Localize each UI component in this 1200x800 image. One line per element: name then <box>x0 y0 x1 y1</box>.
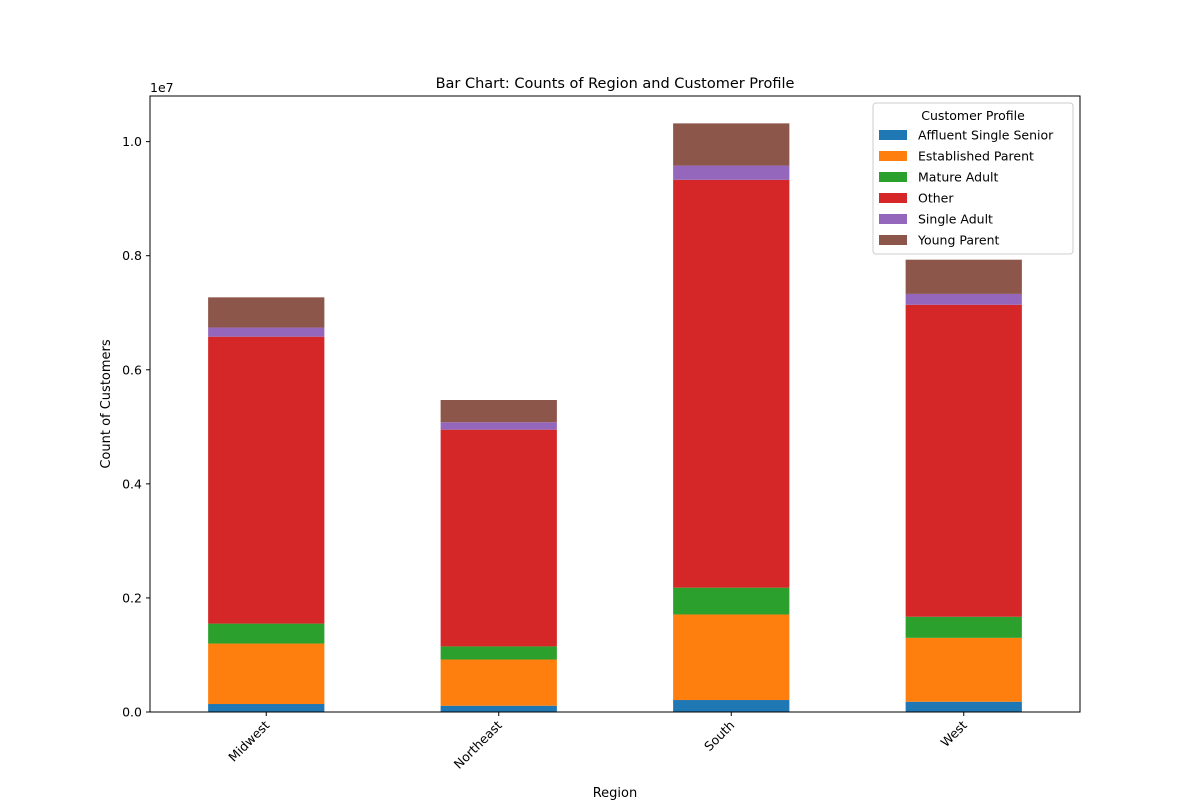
bar-south-mature-adult <box>673 587 790 615</box>
y-tick-label: 0.6 <box>122 362 142 377</box>
y-axis-multiplier-label: 1e7 <box>150 80 174 95</box>
legend-label-established-parent: Established Parent <box>918 149 1034 164</box>
bar-south-other <box>673 179 790 588</box>
bar-northeast-other <box>440 429 557 647</box>
bar-south-single-adult <box>673 165 790 180</box>
x-axis-label: Region <box>593 786 638 800</box>
y-axis: 0.0 0.2 0.4 0.6 0.8 1.0 <box>122 134 150 720</box>
legend-box <box>872 102 1074 255</box>
bar-west-established-parent <box>905 637 1022 702</box>
plot-area-frame <box>149 95 1081 713</box>
bar-midwest-other <box>208 336 325 624</box>
legend-title: Customer Profile <box>921 108 1025 123</box>
legend: Customer Profile Affluent Single Senior E… <box>872 102 1074 255</box>
y-axis-label: Count of Customers <box>99 339 114 469</box>
legend-label-young-parent: Young Parent <box>917 233 999 248</box>
y-tick-label: 0.0 <box>122 705 142 720</box>
legend-label-mature-adult: Mature Adult <box>918 170 998 185</box>
bar-midwest-single-adult <box>208 327 325 337</box>
bar-midwest-established-parent <box>208 643 325 705</box>
y-tick-label: 0.8 <box>122 248 142 263</box>
legend-label-single-adult: Single Adult <box>918 212 993 227</box>
legend-swatch-single-adult <box>879 214 907 224</box>
legend-swatch-mature-adult <box>879 172 907 182</box>
bar-west-young-parent <box>905 259 1022 294</box>
bar-south-young-parent <box>673 123 790 166</box>
bar-midwest-young-parent <box>208 297 325 328</box>
x-tick-label-west: West <box>938 717 970 749</box>
x-tick-label-midwest: Midwest <box>225 717 272 764</box>
y-tick-label: 1.0 <box>122 134 142 149</box>
bar-northeast-established-parent <box>440 659 557 706</box>
bar-south-established-parent <box>673 614 790 701</box>
bar-stack-group <box>208 123 1022 712</box>
bar-west-single-adult <box>905 293 1022 305</box>
bar-west-mature-adult <box>905 616 1022 638</box>
legend-label-affluent-single-senior: Affluent Single Senior <box>918 128 1054 143</box>
legend-label-other: Other <box>918 191 954 206</box>
x-tick-label-northeast: Northeast <box>451 717 505 771</box>
bar-northeast-single-adult <box>440 422 557 430</box>
legend-swatch-other <box>879 193 907 203</box>
x-tick-label-south: South <box>701 718 737 754</box>
y-tick-label: 0.4 <box>122 476 142 491</box>
bar-northeast-mature-adult <box>440 646 557 660</box>
legend-swatch-young-parent <box>879 235 907 245</box>
x-axis: Midwest Northeast South West <box>225 712 970 772</box>
bar-south-affluent-single-senior <box>673 700 790 712</box>
bar-northeast-young-parent <box>440 400 557 423</box>
bar-west-other <box>905 304 1022 617</box>
y-tick-label: 0.2 <box>122 590 142 605</box>
bar-west-affluent-single-senior <box>905 701 1022 712</box>
bar-midwest-mature-adult <box>208 623 325 644</box>
bar-northeast-affluent-single-senior <box>440 705 557 712</box>
bar-midwest-affluent-single-senior <box>208 704 325 712</box>
chart-title: Bar Chart: Counts of Region and Customer… <box>436 76 795 92</box>
legend-swatch-established-parent <box>879 151 907 161</box>
legend-swatch-affluent-single-senior <box>879 130 907 140</box>
